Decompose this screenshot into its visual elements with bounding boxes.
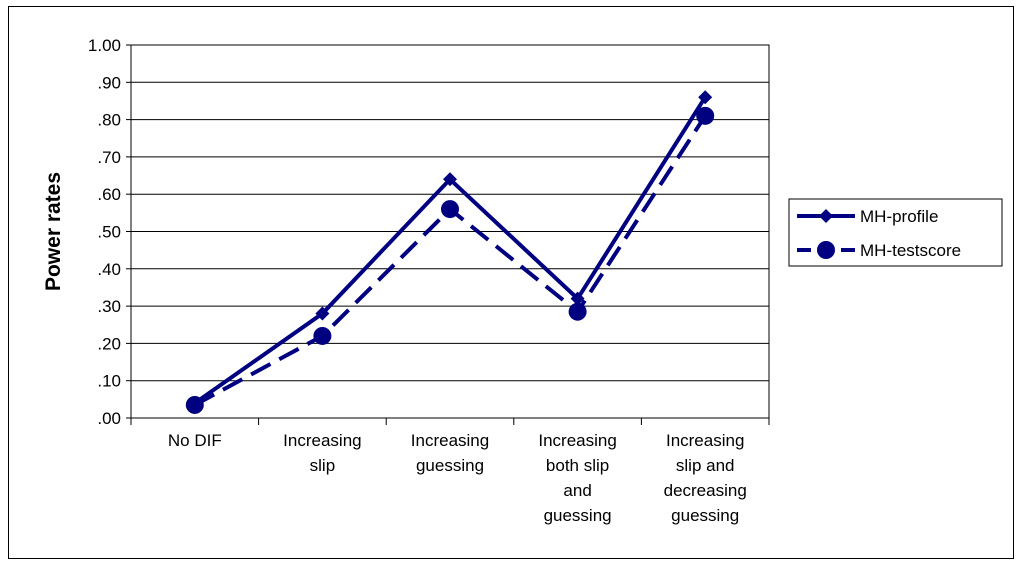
legend-marker [817,241,835,259]
data-point [570,291,585,306]
y-tick-label: .40 [97,260,121,279]
data-point [441,200,459,219]
data-point [568,302,587,321]
y-tick-label: .50 [97,223,121,242]
data-point [443,172,457,187]
gridlines [131,81,769,382]
x-tick-label: Increasing both slip and guessing [538,431,616,525]
data-point [315,306,330,321]
data-point [185,395,204,414]
y-tick-label: .20 [97,334,121,353]
y-tick-label: .60 [97,185,121,204]
series-mh-testscore [185,106,715,414]
series-line [193,96,707,405]
series [185,90,715,414]
data-point [698,90,713,105]
y-tick-label: .30 [97,297,121,316]
x-tick-label: Increasing slip [283,431,361,475]
y-tick-label: .00 [97,409,121,428]
legend-label: MH-profile [860,207,938,226]
y-tick-label: .70 [97,148,121,167]
x-tick-label: Increasing guessing [411,431,489,475]
x-tick-label: No DIF [168,431,222,450]
legend-marker [819,209,833,223]
axes: .00 .10 .20 .30 .40 .50 .60 .70 .80 .90 1.00 No DIF… [88,36,770,525]
series-mh-profile [187,90,713,411]
y-tick-label: 1.00 [88,36,121,55]
legend: MH-profile MH-testscore [788,198,1003,267]
y-tick-label: .90 [97,73,121,92]
y-axis-label: Power rates [42,172,65,291]
y-tick-label: .80 [97,111,121,130]
data-point [313,326,332,345]
data-point [696,106,715,125]
series-line [193,114,707,407]
x-tick-label: Increasing slip and decreasing guessing [664,431,747,525]
legend-label: MH-testscore [860,241,961,260]
y-tick-label: .10 [97,372,121,391]
chart-frame [8,6,1014,559]
